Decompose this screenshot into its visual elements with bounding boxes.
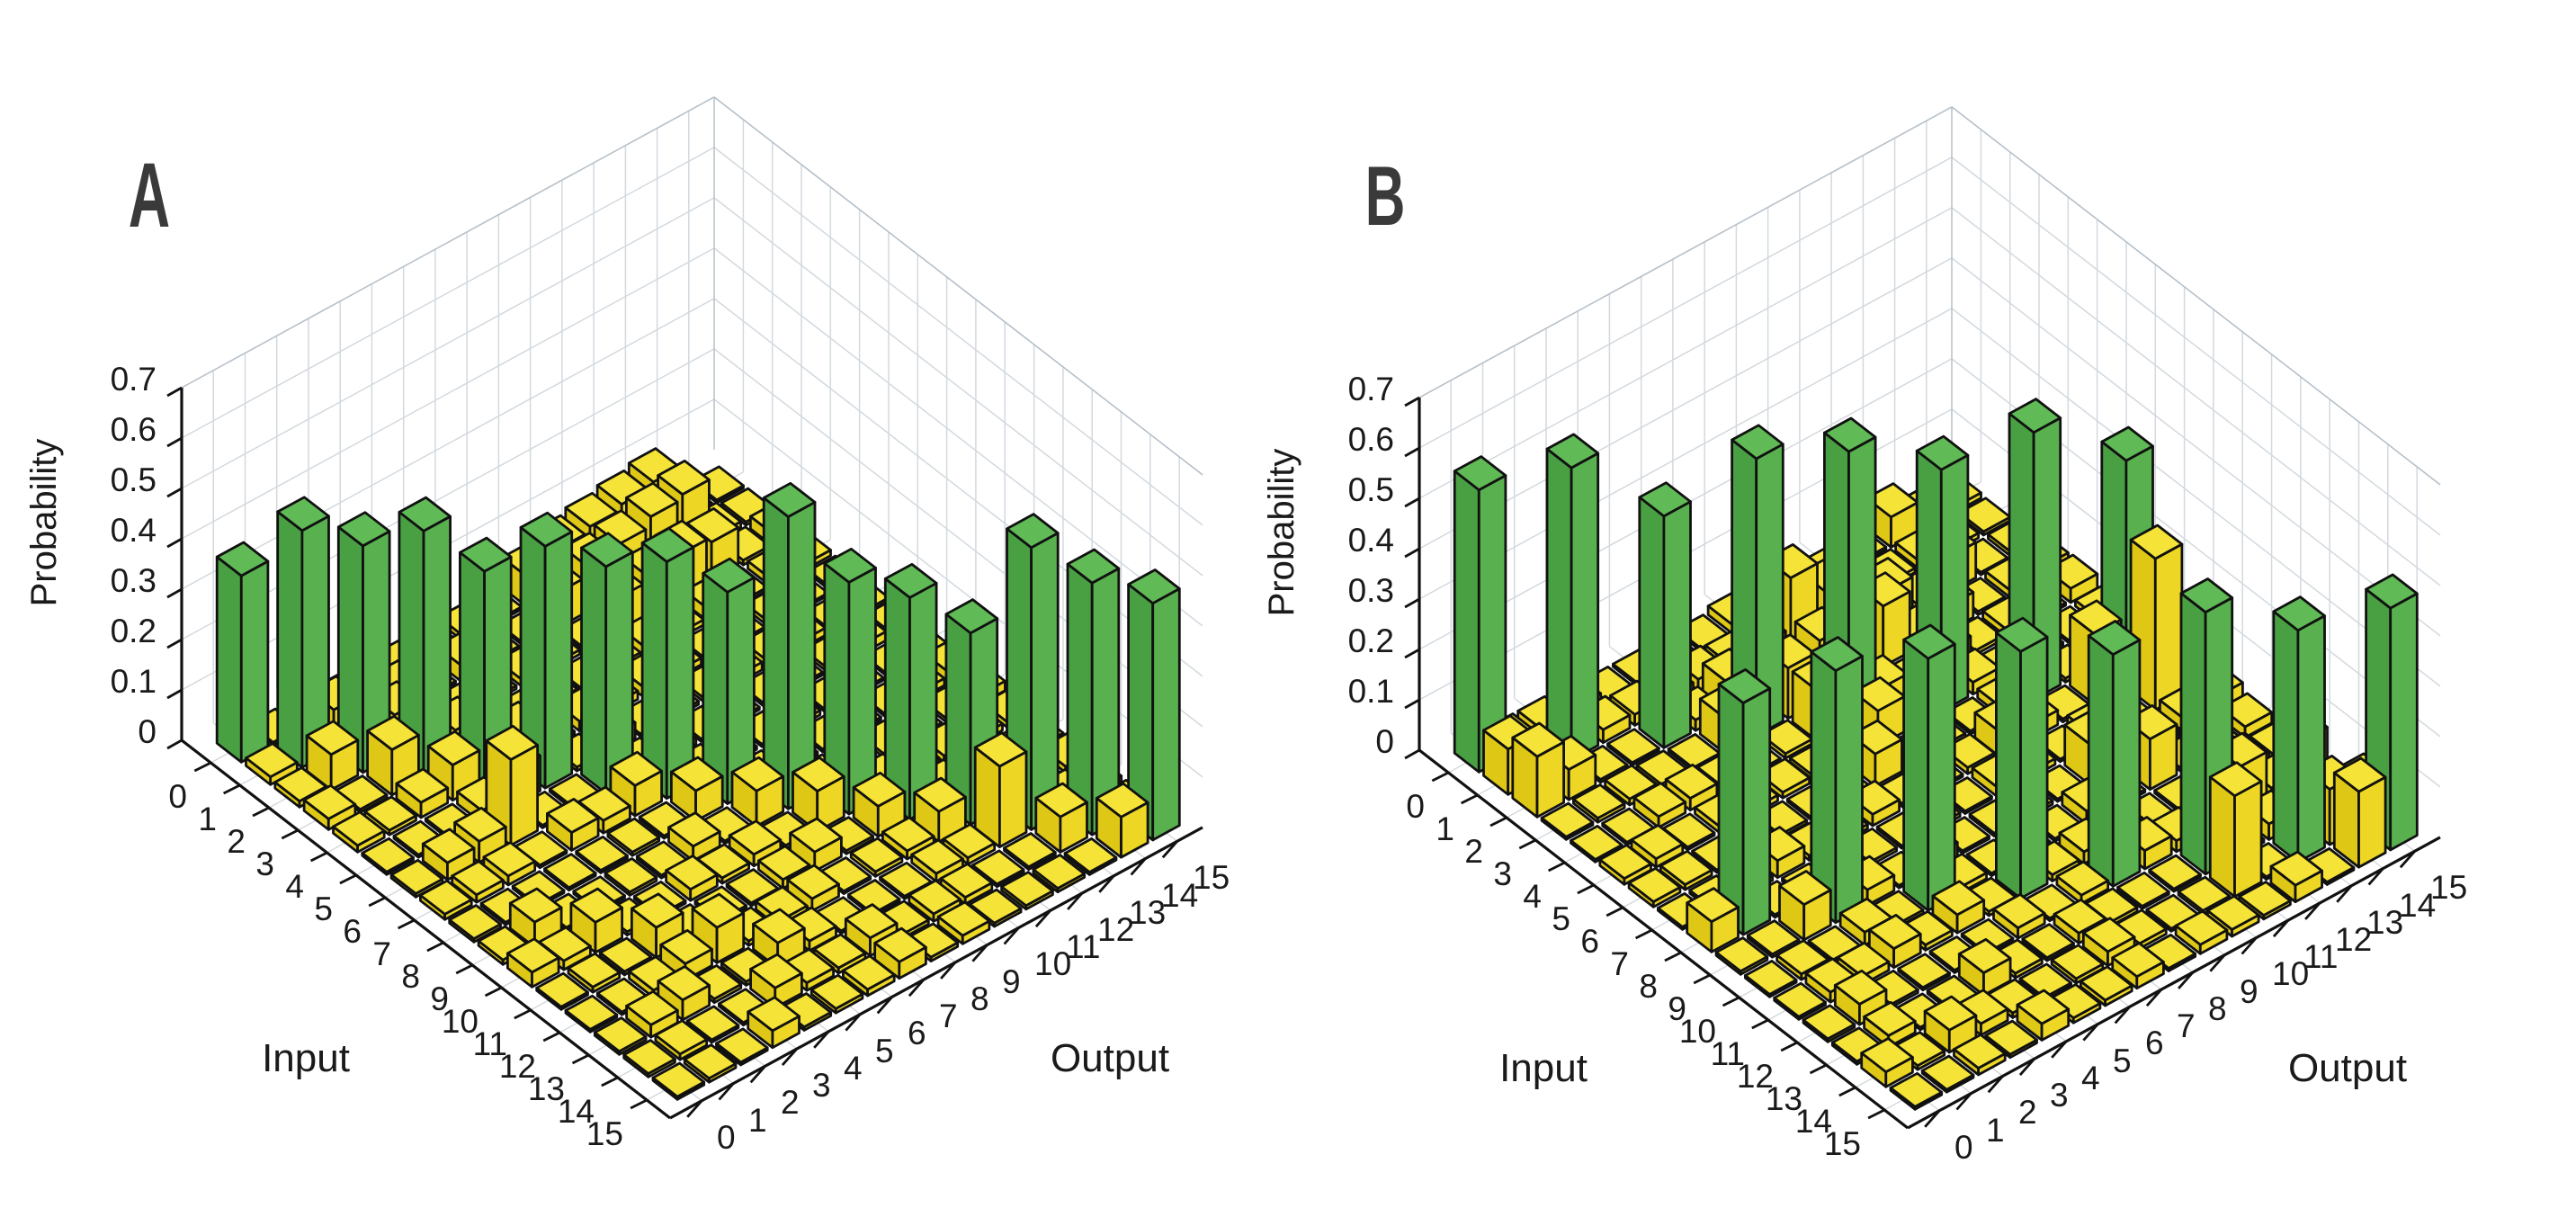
svg-text:0.3: 0.3 [1348,572,1394,609]
svg-text:10: 10 [1679,1013,1716,1050]
svg-text:0: 0 [138,713,157,750]
svg-text:14: 14 [1795,1103,1832,1140]
svg-text:B: B [1365,148,1406,243]
svg-text:2: 2 [2018,1094,2037,1131]
svg-text:7: 7 [1610,945,1629,982]
svg-text:Output: Output [1051,1036,1169,1080]
svg-text:5: 5 [1552,900,1570,937]
svg-text:0.5: 0.5 [111,461,157,498]
svg-text:0.6: 0.6 [111,411,157,448]
svg-text:6: 6 [2145,1025,2164,1061]
svg-text:0.2: 0.2 [1348,622,1394,659]
svg-text:0.5: 0.5 [1348,471,1394,508]
svg-text:1: 1 [748,1102,767,1139]
svg-text:12: 12 [1097,911,1134,948]
svg-text:0: 0 [1954,1129,1973,1166]
svg-text:13: 13 [2366,904,2403,941]
svg-text:Input: Input [262,1036,350,1080]
svg-text:9: 9 [2240,973,2258,1010]
svg-text:4: 4 [844,1050,863,1087]
svg-text:13: 13 [1766,1080,1802,1117]
svg-text:8: 8 [401,958,420,995]
svg-text:0: 0 [168,778,187,815]
svg-text:0: 0 [717,1119,736,1156]
svg-text:15: 15 [1824,1125,1861,1162]
svg-text:6: 6 [343,913,362,950]
svg-text:6: 6 [1580,923,1599,960]
svg-text:13: 13 [528,1070,565,1107]
svg-text:9: 9 [1668,990,1686,1027]
svg-text:14: 14 [1161,877,1198,914]
svg-text:11: 11 [1066,928,1100,965]
svg-text:3: 3 [1493,855,1512,892]
svg-text:Output: Output [2288,1046,2407,1090]
svg-text:0.7: 0.7 [1348,371,1394,407]
svg-text:12: 12 [2335,921,2372,958]
svg-text:Probability: Probability [1262,449,1301,617]
svg-text:14: 14 [558,1093,595,1130]
svg-text:11: 11 [473,1025,507,1062]
svg-text:0.4: 0.4 [111,512,157,549]
svg-text:4: 4 [2081,1060,2100,1096]
svg-text:6: 6 [908,1015,926,1051]
svg-text:15: 15 [586,1115,623,1152]
svg-text:14: 14 [2399,887,2436,924]
svg-text:A: A [129,145,170,247]
svg-text:9: 9 [430,980,449,1017]
svg-text:3: 3 [255,846,274,882]
svg-text:0.2: 0.2 [111,613,157,649]
svg-text:10: 10 [442,1003,479,1040]
svg-text:2: 2 [227,823,246,860]
svg-text:0.1: 0.1 [1348,673,1394,710]
svg-text:5: 5 [2113,1043,2132,1079]
svg-text:0.3: 0.3 [111,562,157,599]
svg-text:2: 2 [1464,833,1483,870]
svg-text:0.7: 0.7 [111,361,157,398]
svg-text:7: 7 [2177,1007,2196,1044]
svg-text:4: 4 [1523,878,1542,915]
svg-text:1: 1 [1436,810,1454,847]
svg-text:8: 8 [1639,968,1658,1005]
svg-text:11: 11 [1711,1035,1745,1072]
svg-text:12: 12 [499,1048,536,1085]
svg-text:3: 3 [2050,1077,2069,1114]
svg-text:Probability: Probability [24,439,64,607]
svg-text:5: 5 [314,890,333,927]
svg-text:Input: Input [1499,1046,1588,1090]
svg-text:15: 15 [1193,859,1230,896]
svg-text:4: 4 [285,868,304,905]
svg-text:0: 0 [1375,723,1394,760]
svg-text:15: 15 [2430,869,2467,906]
svg-text:0.4: 0.4 [1348,522,1394,559]
svg-text:8: 8 [2208,990,2227,1027]
svg-text:13: 13 [1129,894,1166,931]
svg-text:8: 8 [970,980,989,1017]
svg-text:7: 7 [939,998,958,1034]
svg-text:10: 10 [1034,945,1071,982]
svg-text:0.1: 0.1 [111,663,157,700]
svg-text:0.6: 0.6 [1348,421,1394,458]
svg-text:10: 10 [2272,955,2309,992]
svg-text:9: 9 [1002,963,1021,1000]
svg-text:0: 0 [1406,788,1425,825]
svg-text:5: 5 [875,1033,894,1069]
svg-text:11: 11 [2303,938,2338,975]
svg-text:7: 7 [372,935,391,972]
svg-text:1: 1 [198,801,217,837]
svg-text:3: 3 [812,1067,831,1104]
svg-text:1: 1 [1986,1112,2005,1149]
svg-text:12: 12 [1737,1058,1774,1095]
svg-text:2: 2 [781,1084,800,1121]
